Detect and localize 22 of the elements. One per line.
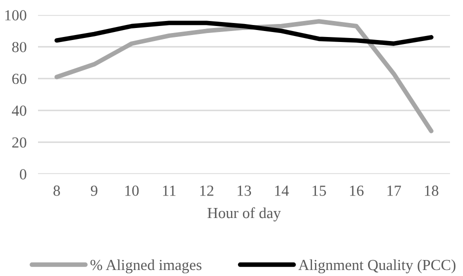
x-tick-label: 18 xyxy=(424,186,438,196)
x-tick-label: 14 xyxy=(275,186,289,196)
x-tick-label: 9 xyxy=(90,186,98,196)
line-series xyxy=(54,20,434,46)
x-tick-label: 13 xyxy=(238,186,252,196)
x-tick-label: 10 xyxy=(125,186,139,196)
legend-label: Alignment Quality (PCC) xyxy=(298,259,456,274)
x-axis-title: Hour of day xyxy=(208,207,281,222)
x-tick-label: 8 xyxy=(53,186,60,196)
x-tick-label: 12 xyxy=(200,186,214,196)
y-tick-label: 20 xyxy=(12,137,26,148)
y-tick-label: 80 xyxy=(12,42,26,52)
legend-label: % Aligned images xyxy=(90,259,202,274)
y-tick-label: 100 xyxy=(5,10,26,20)
x-tick-label: 15 xyxy=(312,186,326,196)
y-tick-label: 0 xyxy=(20,169,26,180)
line-series xyxy=(54,19,434,134)
x-tick-label: 11 xyxy=(163,186,176,196)
y-tick-label: 40 xyxy=(12,106,26,116)
x-tick-label: 16 xyxy=(350,186,364,196)
x-tick-label: 17 xyxy=(388,186,402,196)
y-tick-label: 60 xyxy=(12,74,26,84)
